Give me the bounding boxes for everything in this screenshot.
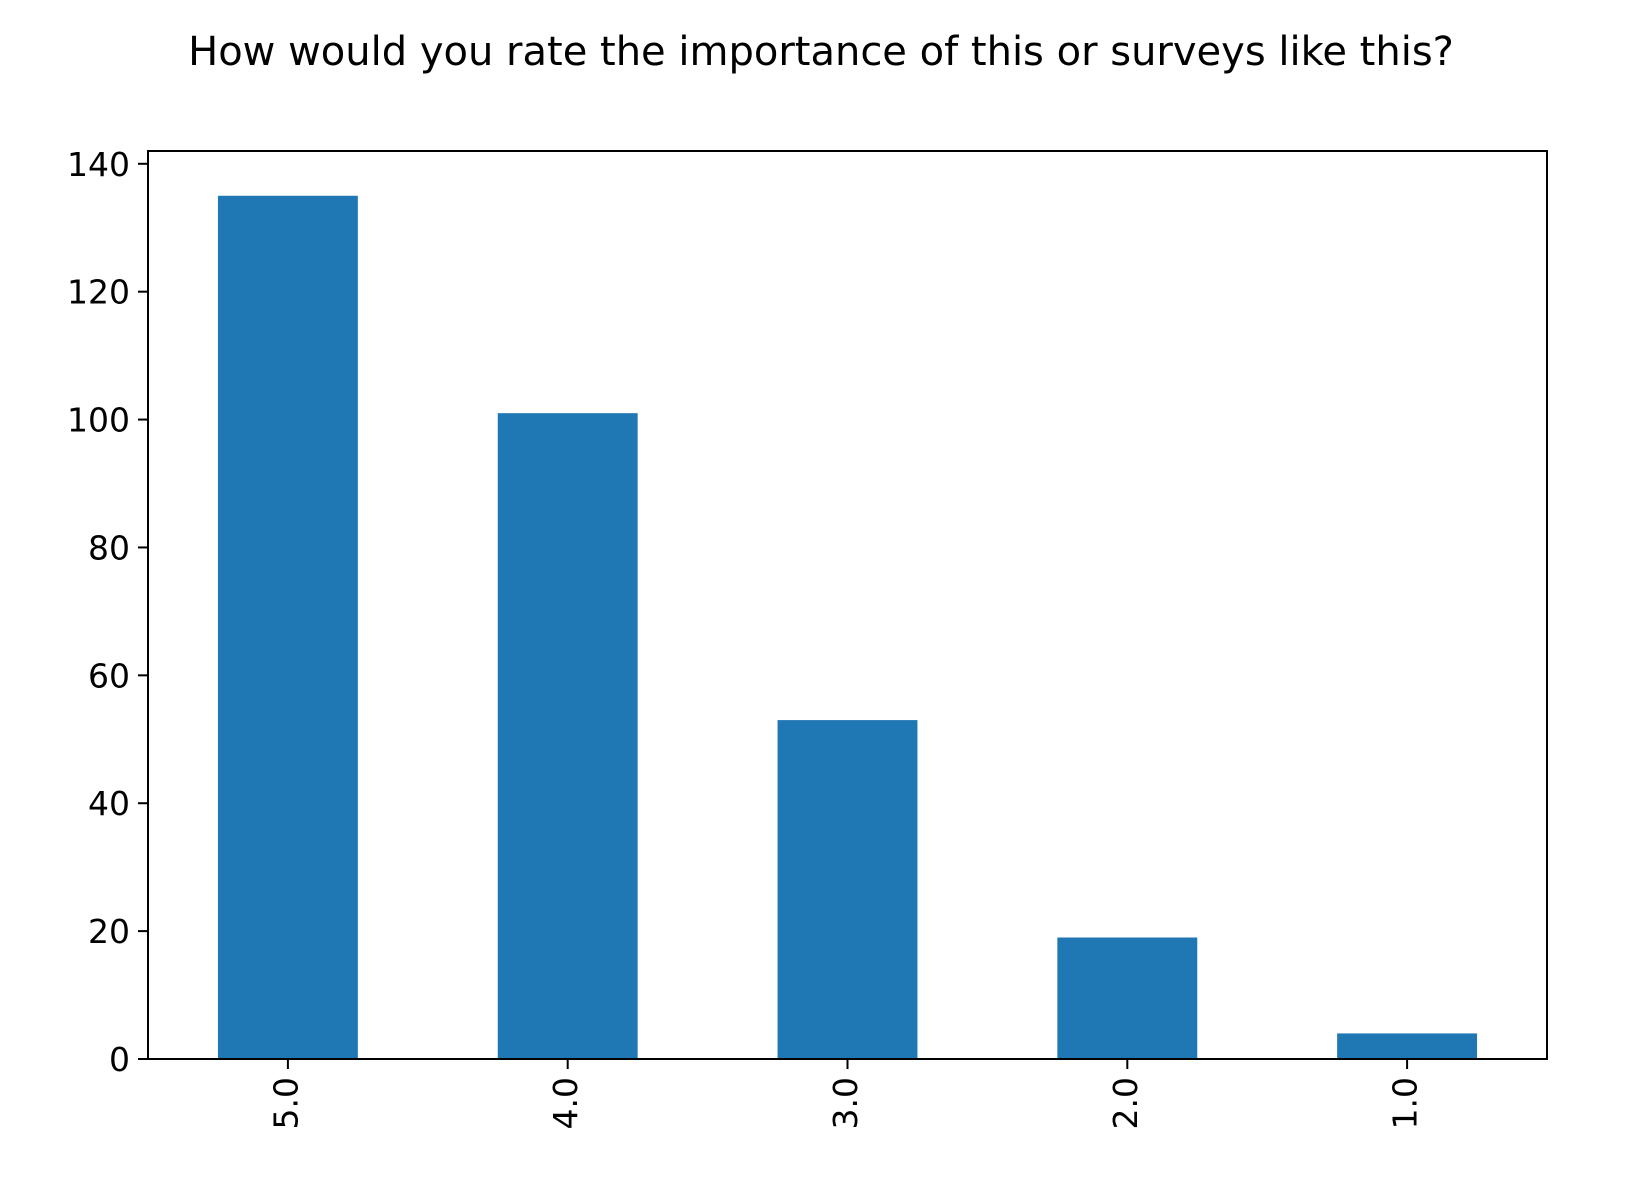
x-tick-label: 4.0 bbox=[546, 1077, 585, 1129]
y-tick-label: 140 bbox=[67, 145, 130, 184]
y-tick-label: 20 bbox=[88, 912, 130, 951]
x-tick-label: 2.0 bbox=[1106, 1077, 1145, 1129]
y-tick-label: 60 bbox=[88, 656, 130, 695]
bar-1.0 bbox=[1337, 1033, 1478, 1059]
x-tick-label: 3.0 bbox=[826, 1077, 865, 1129]
bar-5.0 bbox=[217, 195, 358, 1059]
axes-layer: 0 20 40 60 80 100 120 140 5.0 4.0 3.0 2.0 1.0 bbox=[67, 145, 1548, 1129]
y-tick-label: 120 bbox=[67, 273, 130, 312]
y-tick-label: 80 bbox=[88, 528, 130, 567]
x-tick-label: 5.0 bbox=[266, 1077, 305, 1129]
bars-layer bbox=[217, 195, 1478, 1059]
bar-3.0 bbox=[777, 720, 918, 1059]
y-tick-label: 40 bbox=[88, 784, 130, 823]
y-tick-label: 0 bbox=[109, 1040, 130, 1079]
x-tick-label: 1.0 bbox=[1386, 1077, 1425, 1129]
bar-4.0 bbox=[497, 413, 638, 1059]
bar-2.0 bbox=[1057, 937, 1198, 1059]
y-tick-label: 100 bbox=[67, 401, 130, 440]
chart-title: How would you rate the importance of thi… bbox=[188, 29, 1454, 75]
